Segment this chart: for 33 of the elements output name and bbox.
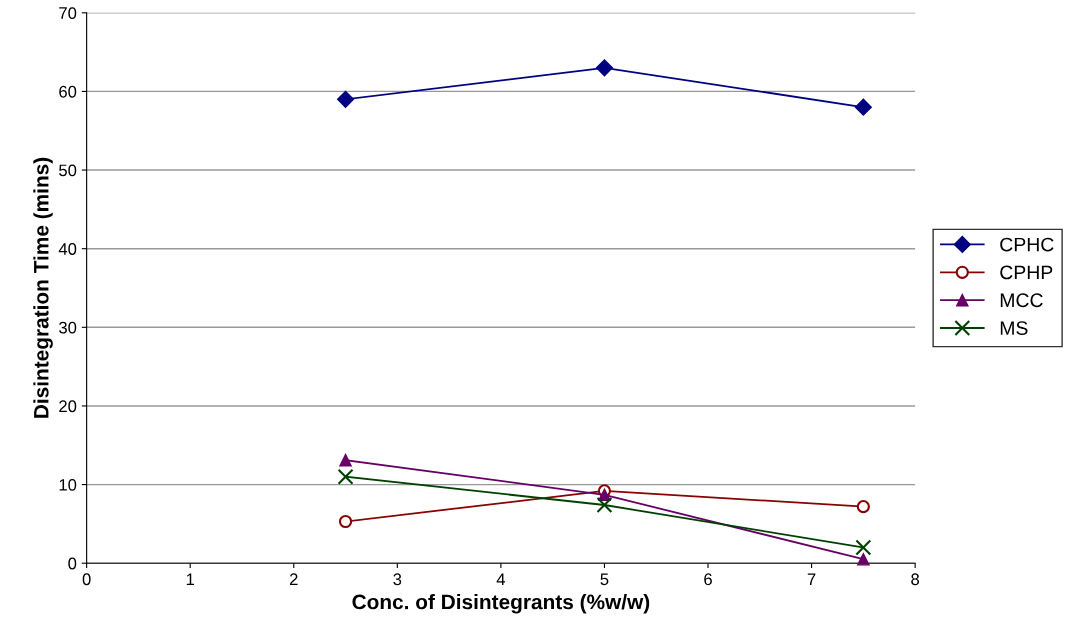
point: [854, 98, 872, 116]
point: [857, 553, 870, 566]
x-tick-label: 6: [704, 573, 712, 586]
x-tick-label: 8: [911, 573, 920, 586]
y-tick-label: 40: [58, 243, 77, 255]
legend-label: MS: [1000, 321, 1028, 335]
point: [855, 539, 872, 556]
y-tick-label: 10: [59, 478, 77, 491]
x-tick-label: 2: [289, 573, 298, 585]
point: [339, 453, 352, 467]
legend-label: CPHC: [1000, 237, 1054, 252]
x-tick-label: 1: [186, 573, 195, 585]
y-tick-label: 50: [59, 164, 77, 177]
legend-label: MCC: [1000, 293, 1043, 308]
y-tick-label: 20: [59, 400, 77, 413]
point: [337, 468, 354, 485]
point: [596, 497, 613, 513]
legend-label: CPHP: [1000, 265, 1053, 280]
x-tick-label: 4: [496, 573, 506, 585]
y-tick-label: 30: [59, 321, 77, 334]
y-tick-label: 0: [68, 557, 77, 570]
x-tick-label: 3: [393, 573, 402, 586]
point: [856, 499, 870, 514]
x-axis-title: Conc. of Disintegrants (%w/w): [352, 594, 650, 614]
y-tick-label: 60: [59, 85, 77, 98]
x-tick-label: 7: [807, 573, 816, 585]
point: [336, 90, 355, 108]
x-tick-label: 5: [600, 573, 609, 586]
x-tick-label: 0: [82, 573, 91, 586]
point: [595, 59, 614, 77]
point: [338, 514, 353, 529]
y-axis-title: Disintegration Time (mins): [33, 157, 53, 418]
y-tick-label: 70: [59, 7, 77, 19]
